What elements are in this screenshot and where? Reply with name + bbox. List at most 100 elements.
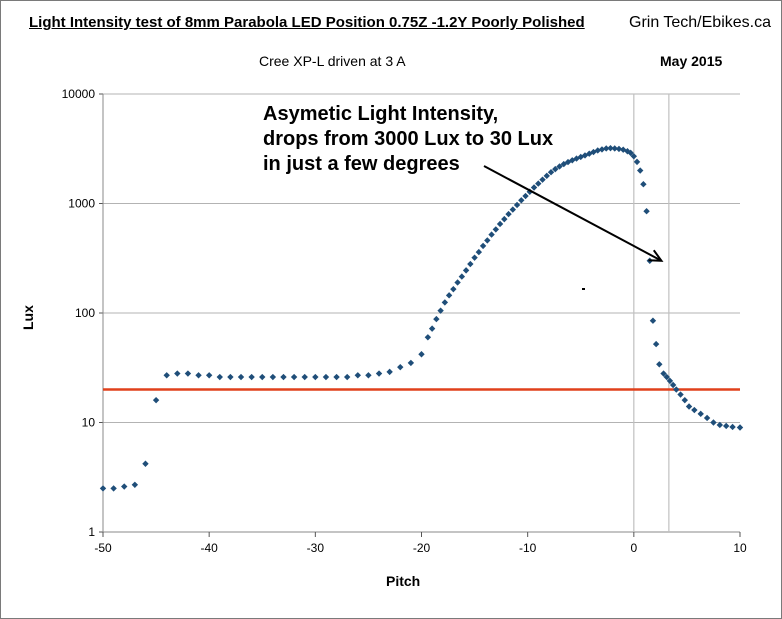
- annotation-line: drops from 3000 Lux to 30 Lux: [263, 128, 554, 150]
- data-point: [333, 373, 340, 381]
- data-point: [142, 460, 149, 467]
- data-point: [195, 372, 202, 379]
- data-point: [643, 208, 650, 215]
- data-point: [397, 363, 404, 371]
- data-point: [598, 146, 606, 153]
- data-point: [484, 237, 491, 244]
- data-point: [615, 145, 623, 153]
- data-point: [290, 373, 298, 381]
- y-tick-label: 1: [88, 525, 95, 539]
- data-point: [535, 180, 542, 187]
- data-point: [365, 372, 372, 379]
- data-point: [630, 153, 638, 160]
- y-tick-label: 10000: [62, 87, 96, 101]
- annotation-text: Asymetic Light Intensity, drops from 300…: [263, 102, 553, 177]
- data-point: [184, 370, 192, 377]
- data-point: [660, 370, 667, 377]
- data-point: [539, 176, 546, 183]
- data-point: [518, 197, 525, 204]
- annotation-line: Asymetic Light Intensity,: [263, 103, 499, 125]
- data-point: [637, 167, 644, 174]
- data-point: [501, 215, 508, 223]
- data-point: [666, 377, 674, 385]
- data-point: [471, 254, 478, 261]
- data-point: [736, 424, 744, 431]
- data-point: [216, 373, 223, 381]
- data-point: [433, 315, 440, 323]
- data-point: [681, 396, 688, 404]
- data-point: [586, 150, 593, 157]
- data-point: [530, 184, 538, 191]
- data-point: [496, 220, 504, 228]
- brand-label: Grin Tech/Ebikes.ca: [629, 14, 771, 31]
- data-point: [312, 373, 319, 381]
- data-point: [627, 149, 634, 157]
- data-point: [163, 372, 170, 379]
- data-point: [428, 325, 436, 332]
- chart-subtitle: Cree XP-L driven at 3 A: [259, 53, 406, 69]
- annotation-line: in just a few degrees: [263, 153, 460, 175]
- tick-labels: 1 10 100 1000 10000 -50 -40 -30 -20 -10 0 10: [62, 87, 747, 555]
- data-point: [649, 317, 657, 324]
- data-point: [445, 292, 453, 299]
- data-point: [710, 419, 717, 426]
- data-point: [437, 307, 444, 314]
- data-point: [131, 481, 139, 488]
- data-point: [722, 422, 730, 430]
- data-point: [656, 361, 663, 368]
- y-tick-label: 1000: [68, 197, 95, 211]
- data-point: [522, 192, 529, 200]
- x-tick-label: 10: [733, 541, 747, 555]
- data-point: [407, 359, 415, 367]
- data-point: [509, 206, 517, 213]
- data-point: [301, 373, 308, 381]
- data-point: [729, 423, 736, 431]
- data-point: [513, 201, 521, 209]
- data-point: [259, 373, 266, 381]
- date-label: May 2015: [660, 53, 723, 69]
- data-point: [703, 414, 711, 422]
- data-point: [280, 373, 287, 381]
- x-axis-label: Pitch: [386, 573, 421, 589]
- data-point: [685, 403, 693, 410]
- data-point: [152, 396, 160, 404]
- data-point: [543, 172, 550, 180]
- data-point: [424, 334, 432, 341]
- data-point: [418, 351, 425, 358]
- data-point: [569, 157, 576, 164]
- data-point: [556, 163, 563, 170]
- data-point: [560, 160, 567, 168]
- data-point: [121, 483, 128, 490]
- data-point: [227, 373, 234, 381]
- data-point: [716, 421, 724, 429]
- annotation-arrow-line: [483, 165, 662, 262]
- data-point: [691, 406, 698, 414]
- data-point: [624, 148, 631, 155]
- data-point: [505, 210, 512, 218]
- data-point: [458, 273, 466, 280]
- data-point: [343, 373, 351, 381]
- data-point: [467, 260, 474, 268]
- data-point: [640, 181, 647, 188]
- data-point: [462, 267, 470, 274]
- data-point: [454, 279, 461, 286]
- annotation-arrow-head: [648, 249, 664, 262]
- data-point: [99, 485, 107, 492]
- data-point: [697, 410, 704, 418]
- data-point: [607, 144, 614, 152]
- data-point: [611, 145, 618, 152]
- data-point: [174, 370, 181, 377]
- data-point: [552, 165, 559, 173]
- x-tick-label: -20: [413, 541, 431, 555]
- data-point: [669, 381, 677, 389]
- data-point: [237, 373, 245, 381]
- x-tick-label: 0: [630, 541, 637, 555]
- annotation-arrow-group: [483, 165, 664, 262]
- data-point: [322, 373, 330, 381]
- x-tick-label: -40: [200, 541, 218, 555]
- data-point: [386, 368, 393, 376]
- data-point: [677, 391, 684, 398]
- data-point: [603, 145, 610, 152]
